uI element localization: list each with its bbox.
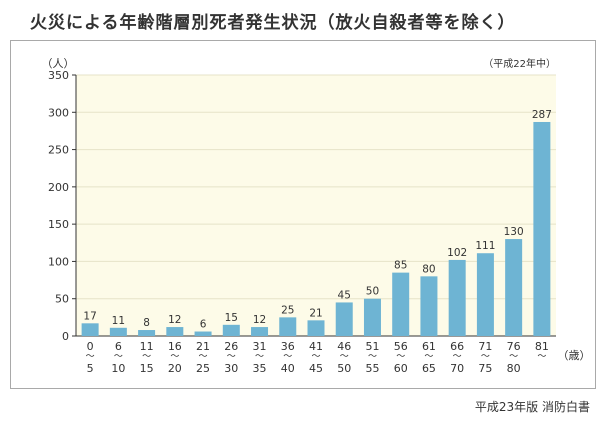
x-tick-label-tilde: ～ — [170, 352, 179, 362]
bar — [363, 298, 381, 336]
bar — [335, 302, 353, 336]
x-tick-label-tilde: ～ — [368, 352, 377, 362]
x-tick-label-to: 30 — [224, 362, 238, 375]
bar — [533, 121, 551, 336]
bar — [505, 239, 523, 336]
x-tick-label-tilde: ～ — [311, 352, 320, 362]
x-tick-label-from: 71 — [478, 340, 492, 353]
y-tick-label: 50 — [55, 293, 69, 306]
x-tick-label-from: 51 — [365, 340, 379, 353]
bar-value-label: 6 — [200, 319, 207, 331]
y-tick-label: 200 — [48, 181, 69, 194]
bar-value-label: 11 — [112, 315, 125, 327]
x-tick-label-tilde: ～ — [255, 352, 264, 362]
bar — [251, 327, 269, 336]
bar — [307, 320, 325, 336]
x-tick-label-tilde: ～ — [424, 352, 433, 362]
bar-value-label: 17 — [83, 310, 96, 322]
x-tick-label-to: 50 — [337, 362, 351, 375]
x-tick-label-to: 25 — [196, 362, 210, 375]
x-tick-label-to: 5 — [87, 362, 94, 375]
bar-value-label: 80 — [422, 263, 435, 275]
x-tick-label-tilde: ～ — [283, 352, 292, 362]
x-tick-label-to: 15 — [140, 362, 154, 375]
x-tick-label-tilde: ～ — [537, 352, 546, 362]
bar-value-label: 45 — [338, 289, 351, 301]
x-tick-label-to: 75 — [478, 362, 492, 375]
bar-value-label: 111 — [475, 240, 495, 252]
x-tick-label-to: 20 — [168, 362, 182, 375]
x-tick-label-to: 60 — [394, 362, 408, 375]
x-tick-label-to: 80 — [507, 362, 521, 375]
x-tick-label-from: 6 — [115, 340, 122, 353]
bar-value-label: 85 — [394, 260, 407, 272]
bar-value-label: 25 — [281, 304, 294, 316]
x-tick-label-from: 0 — [87, 340, 94, 353]
y-tick-label: 300 — [48, 106, 69, 119]
y-tick-label: 100 — [48, 255, 69, 268]
x-tick-label-tilde: ～ — [142, 352, 151, 362]
x-tick-label-to: 10 — [111, 362, 125, 375]
bar — [81, 323, 99, 336]
x-tick-label-from: 61 — [422, 340, 436, 353]
bar — [109, 327, 127, 336]
x-tick-label-from: 66 — [450, 340, 464, 353]
x-tick-label-from: 16 — [168, 340, 182, 353]
source-note: 平成23年版 消防白書 — [474, 400, 590, 414]
x-tick-label-tilde: ～ — [396, 352, 405, 362]
bar — [222, 324, 240, 336]
plot-area — [76, 75, 556, 336]
y-tick-label: 0 — [62, 330, 69, 343]
x-tick-label-tilde: ～ — [340, 352, 349, 362]
x-axis-label: （歳） — [558, 349, 591, 362]
bar-value-label: 12 — [168, 314, 181, 326]
x-tick-label-from: 26 — [224, 340, 238, 353]
bar-value-label: 102 — [447, 247, 467, 259]
x-tick-label-from: 56 — [394, 340, 408, 353]
x-tick-label-tilde: ～ — [453, 352, 462, 362]
x-tick-label-tilde: ～ — [227, 352, 236, 362]
bar — [392, 272, 410, 336]
x-tick-label-to: 35 — [253, 362, 267, 375]
x-tick-label-from: 41 — [309, 340, 323, 353]
bar-value-label: 130 — [504, 226, 524, 238]
bar — [194, 331, 212, 336]
period-note: （平成22年中） — [483, 57, 556, 70]
bar-value-label: 12 — [253, 314, 266, 326]
x-tick-label-to: 40 — [281, 362, 295, 375]
x-tick-label-from: 36 — [281, 340, 295, 353]
x-tick-label-to: 55 — [365, 362, 379, 375]
bar — [279, 317, 297, 336]
y-axis-label: （人） — [42, 57, 75, 70]
y-tick-label: 250 — [48, 144, 69, 157]
x-tick-label-from: 31 — [253, 340, 267, 353]
bar-value-label: 50 — [366, 286, 379, 298]
bar — [420, 276, 438, 336]
x-tick-label-to: 45 — [309, 362, 323, 375]
x-tick-label-to: 65 — [422, 362, 436, 375]
bar — [448, 259, 466, 336]
bar-value-label: 21 — [309, 307, 322, 319]
bar — [138, 330, 156, 336]
x-tick-label-to: 70 — [450, 362, 464, 375]
y-tick-label: 150 — [48, 218, 69, 231]
bar — [476, 253, 494, 336]
x-tick-label-from: 46 — [337, 340, 351, 353]
x-tick-label-from: 81 — [535, 340, 549, 353]
x-tick-label-tilde: ～ — [509, 352, 518, 362]
y-tick-label: 350 — [48, 69, 69, 82]
x-tick-label-tilde: ～ — [114, 352, 123, 362]
bar-value-label: 8 — [143, 317, 150, 329]
x-tick-label-tilde: ～ — [199, 352, 208, 362]
chart-title: 火災による年齢階層別死者発生状況（放火自殺者等を除く） — [30, 13, 516, 33]
x-tick-label-from: 21 — [196, 340, 210, 353]
x-tick-label-tilde: ～ — [481, 352, 490, 362]
bar-value-label: 15 — [225, 312, 238, 324]
x-tick-label-tilde: ～ — [86, 352, 95, 362]
x-tick-label-from: 76 — [507, 340, 521, 353]
bar-value-label: 287 — [532, 109, 552, 121]
x-tick-label-from: 11 — [140, 340, 154, 353]
bar — [166, 327, 184, 336]
